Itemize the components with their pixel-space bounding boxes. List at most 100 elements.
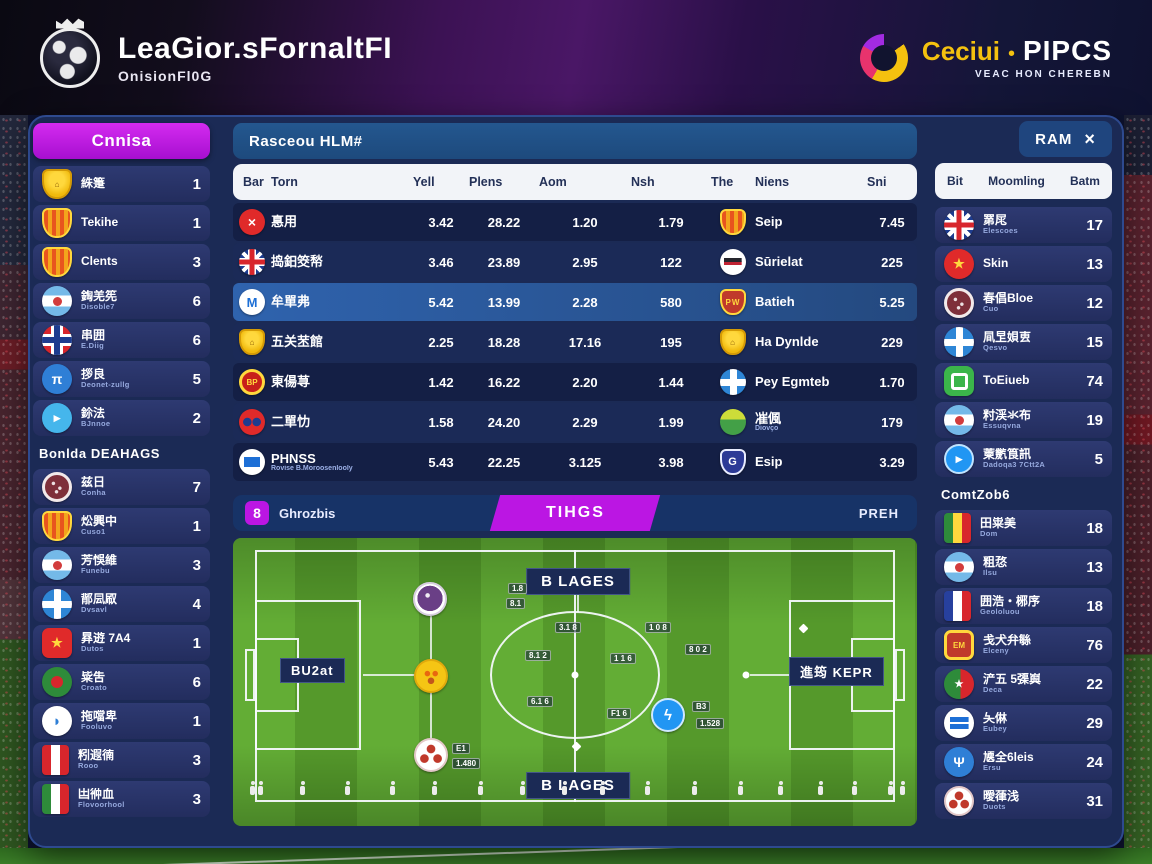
team-list-item[interactable]: ToEiueb 74 — [935, 363, 1112, 399]
darkred-badge-icon — [42, 472, 72, 502]
table-row[interactable]: M 牟單弗 5.42 13.99 2.28 580 PW Batieh 5.25 — [233, 283, 917, 321]
crowd-texture — [1124, 115, 1152, 864]
team-list-item[interactable]: 囲浩・㭨序 Geololuou 18 — [935, 588, 1112, 624]
team-list-item[interactable]: 凬㫔㛝叀 Qesvo 15 — [935, 324, 1112, 360]
team-list-item[interactable]: ◗ 拖噹卑 Fooluvo 1 — [33, 703, 210, 739]
team-list-item[interactable]: ⌂ 絑箑 1 — [33, 166, 210, 202]
team-list-item[interactable]: 夨㑣 Eubey 29 — [935, 705, 1112, 741]
table-row[interactable]: PHNSS Rovise B.Moroosenlooly 5.43 22.25 3… — [233, 443, 917, 481]
subbar-center-tab[interactable]: TIHGS — [489, 495, 661, 531]
row-value-plens: 18.28 — [487, 334, 521, 350]
table-row[interactable]: × 惪用 3.42 28.22 1.20 1.79 Seip 7.45 — [233, 203, 917, 241]
team-name: 芳悞維 — [81, 554, 118, 568]
team-list-item[interactable]: Clents 3 — [33, 244, 210, 280]
team-list-item[interactable]: ▸ 萰㡮筤訊 Dadoqa3 7Ctt2A 5 — [935, 441, 1112, 477]
team-list-item[interactable]: π 拶良 Deonet-zullg 5 — [33, 361, 210, 397]
row-value-aom: 2.20 — [572, 374, 598, 390]
team-value: 22 — [1086, 675, 1103, 693]
yellowface-field-badge[interactable] — [414, 659, 448, 693]
row-value-plens: 16.22 — [487, 374, 521, 390]
field-stat-tag: 1.8 — [508, 583, 528, 594]
row-team2-name: Batieh — [755, 294, 795, 310]
row-value-nsh: 1.44 — [658, 374, 684, 390]
column-header-niens: Niens — [755, 175, 790, 189]
team-name: 粊吿 — [81, 671, 106, 685]
table-row[interactable]: BP 東偒荨 1.42 16.22 2.20 1.44 Pey Egmteb 1… — [233, 363, 917, 401]
subbar-right-label[interactable]: PREH — [858, 505, 899, 521]
team-subtitle: Deca — [983, 686, 1003, 695]
pitch-center-circle — [490, 611, 660, 739]
team-list-item[interactable]: 兹日 Conha 7 — [33, 469, 210, 505]
team-list-item[interactable]: Ψ 㐡全6leis Ersu 24 — [935, 744, 1112, 780]
shieldy-badge-icon: ⌂ — [239, 329, 265, 355]
team-name: 昪逰 7A4 — [81, 632, 131, 646]
team-list-item[interactable]: ▸ 鉩法 BJnnoe 2 — [33, 400, 210, 436]
column-header-bar: Bar — [243, 175, 264, 189]
team-list-item[interactable]: 曖葎浅 Duots 31 — [935, 783, 1112, 819]
team-subtitle: Dadoqa3 7Ctt2A — [983, 461, 1046, 470]
team-list-item[interactable]: 籿渓氺布 Essuqvna 19 — [935, 402, 1112, 438]
team-value: 1 — [192, 214, 201, 232]
table-row[interactable]: 二單忇 1.58 24.20 2.29 1.99 凗偑 Diovço 179 — [233, 403, 917, 441]
team-value: 29 — [1086, 714, 1103, 732]
player-figure — [888, 781, 893, 795]
connector-line-left — [363, 674, 433, 676]
player-figure — [600, 781, 605, 795]
goal-left — [245, 649, 255, 701]
sidebar-title-button[interactable]: Cnnisa — [33, 123, 210, 159]
ballred-field-badge[interactable] — [414, 738, 448, 772]
row-value-sni: 5.25 — [879, 294, 905, 310]
row-value-nsh: 580 — [660, 294, 682, 310]
team-subtitle: Qesvo — [983, 344, 1008, 353]
team-list-item[interactable]: 粌遐㣮 Rooo 3 — [33, 742, 210, 778]
team-list-item[interactable]: 芳悞維 Funebu 3 — [33, 547, 210, 583]
stadium-background-left — [0, 115, 28, 864]
arg-badge-icon — [944, 552, 974, 582]
team-name: 絑箑 — [81, 177, 106, 191]
row-value-sni: 179 — [881, 414, 903, 430]
team-list-item[interactable]: Tekihe 1 — [33, 205, 210, 241]
team-list-item[interactable]: EM 戋犬弁䋣 Elceny 76 — [935, 627, 1112, 663]
team-subtitle: Ersu — [983, 764, 1001, 773]
team-value: 1 — [192, 175, 201, 193]
close-icon[interactable]: × — [1084, 128, 1096, 149]
table-row[interactable]: ⌂ 五关苤館 2.25 18.28 17.16 195 ⌂ Ha Dynlde … — [233, 323, 917, 361]
right-column-batm: Batm — [1069, 174, 1100, 188]
team-list-item[interactable]: 粊吿 Croato 6 — [33, 664, 210, 700]
lightning-field-badge[interactable]: ϟ — [651, 698, 685, 732]
uk-badge-icon — [239, 249, 265, 275]
field-stat-tag: 8.1 2 — [525, 650, 551, 661]
team-list-item[interactable]: ★ Skin 13 — [935, 246, 1112, 282]
team-list-item[interactable]: 串囲 E.Diig 6 — [33, 322, 210, 358]
subbar-left-label[interactable]: Ghrozbis — [279, 505, 336, 521]
number-8-icon[interactable]: 8 — [245, 501, 269, 525]
row-value-plens: 23.89 — [487, 254, 521, 270]
team-list-item[interactable]: ★ 昪逰 7A4 Dutos 1 — [33, 625, 210, 661]
row-team2-name: Seip — [755, 214, 783, 230]
row-value-yell: 1.42 — [428, 374, 454, 390]
team-name: 炂興中 — [81, 515, 118, 529]
row-badge-cell — [233, 449, 271, 475]
left-section-header: Bonlda DEAHAGS — [39, 446, 161, 461]
team-list-item[interactable]: 炂興中 Cuso1 1 — [33, 508, 210, 544]
ballred-badge-icon — [414, 738, 448, 772]
team-list-item[interactable]: ★ 浐五 5㣄㠘 Deca 22 — [935, 666, 1112, 702]
team-list-item[interactable]: 鋾羌筅 Disoble7 6 — [33, 283, 210, 319]
team-list-item[interactable]: 田粜美 Dom 18 — [935, 510, 1112, 546]
team-list-item[interactable]: 粗㤵 Ilsu 13 — [935, 549, 1112, 585]
team-list-item[interactable]: 罤㞑 Elescoes 17 — [935, 207, 1112, 243]
team-name: 春倡Bloe — [983, 292, 1034, 306]
team-value: 4 — [192, 595, 201, 613]
team-list-item[interactable]: 春倡Bloe Cuo 12 — [935, 285, 1112, 321]
team-subtitle: Deonet-zullg — [81, 381, 130, 390]
table-row[interactable]: 捣鈤筊㡑 3.46 23.89 2.95 122 Sūrielat 225 — [233, 243, 917, 281]
field-stat-tag: 8.1 — [506, 598, 526, 609]
column-header-nsh: Nsh — [631, 175, 655, 189]
team-list-item[interactable]: 鄁凨㕞 Dvsavl 4 — [33, 586, 210, 622]
purple-field-badge[interactable] — [413, 582, 447, 616]
ram-close-bar[interactable]: RAM × — [1019, 121, 1112, 157]
team-list-item[interactable]: 凷㣡血 Flovoorhool 3 — [33, 781, 210, 817]
team-subtitle: Duots — [983, 803, 1006, 812]
team-value: 18 — [1086, 597, 1103, 615]
shieldy-badge-icon: ⌂ — [720, 329, 746, 355]
